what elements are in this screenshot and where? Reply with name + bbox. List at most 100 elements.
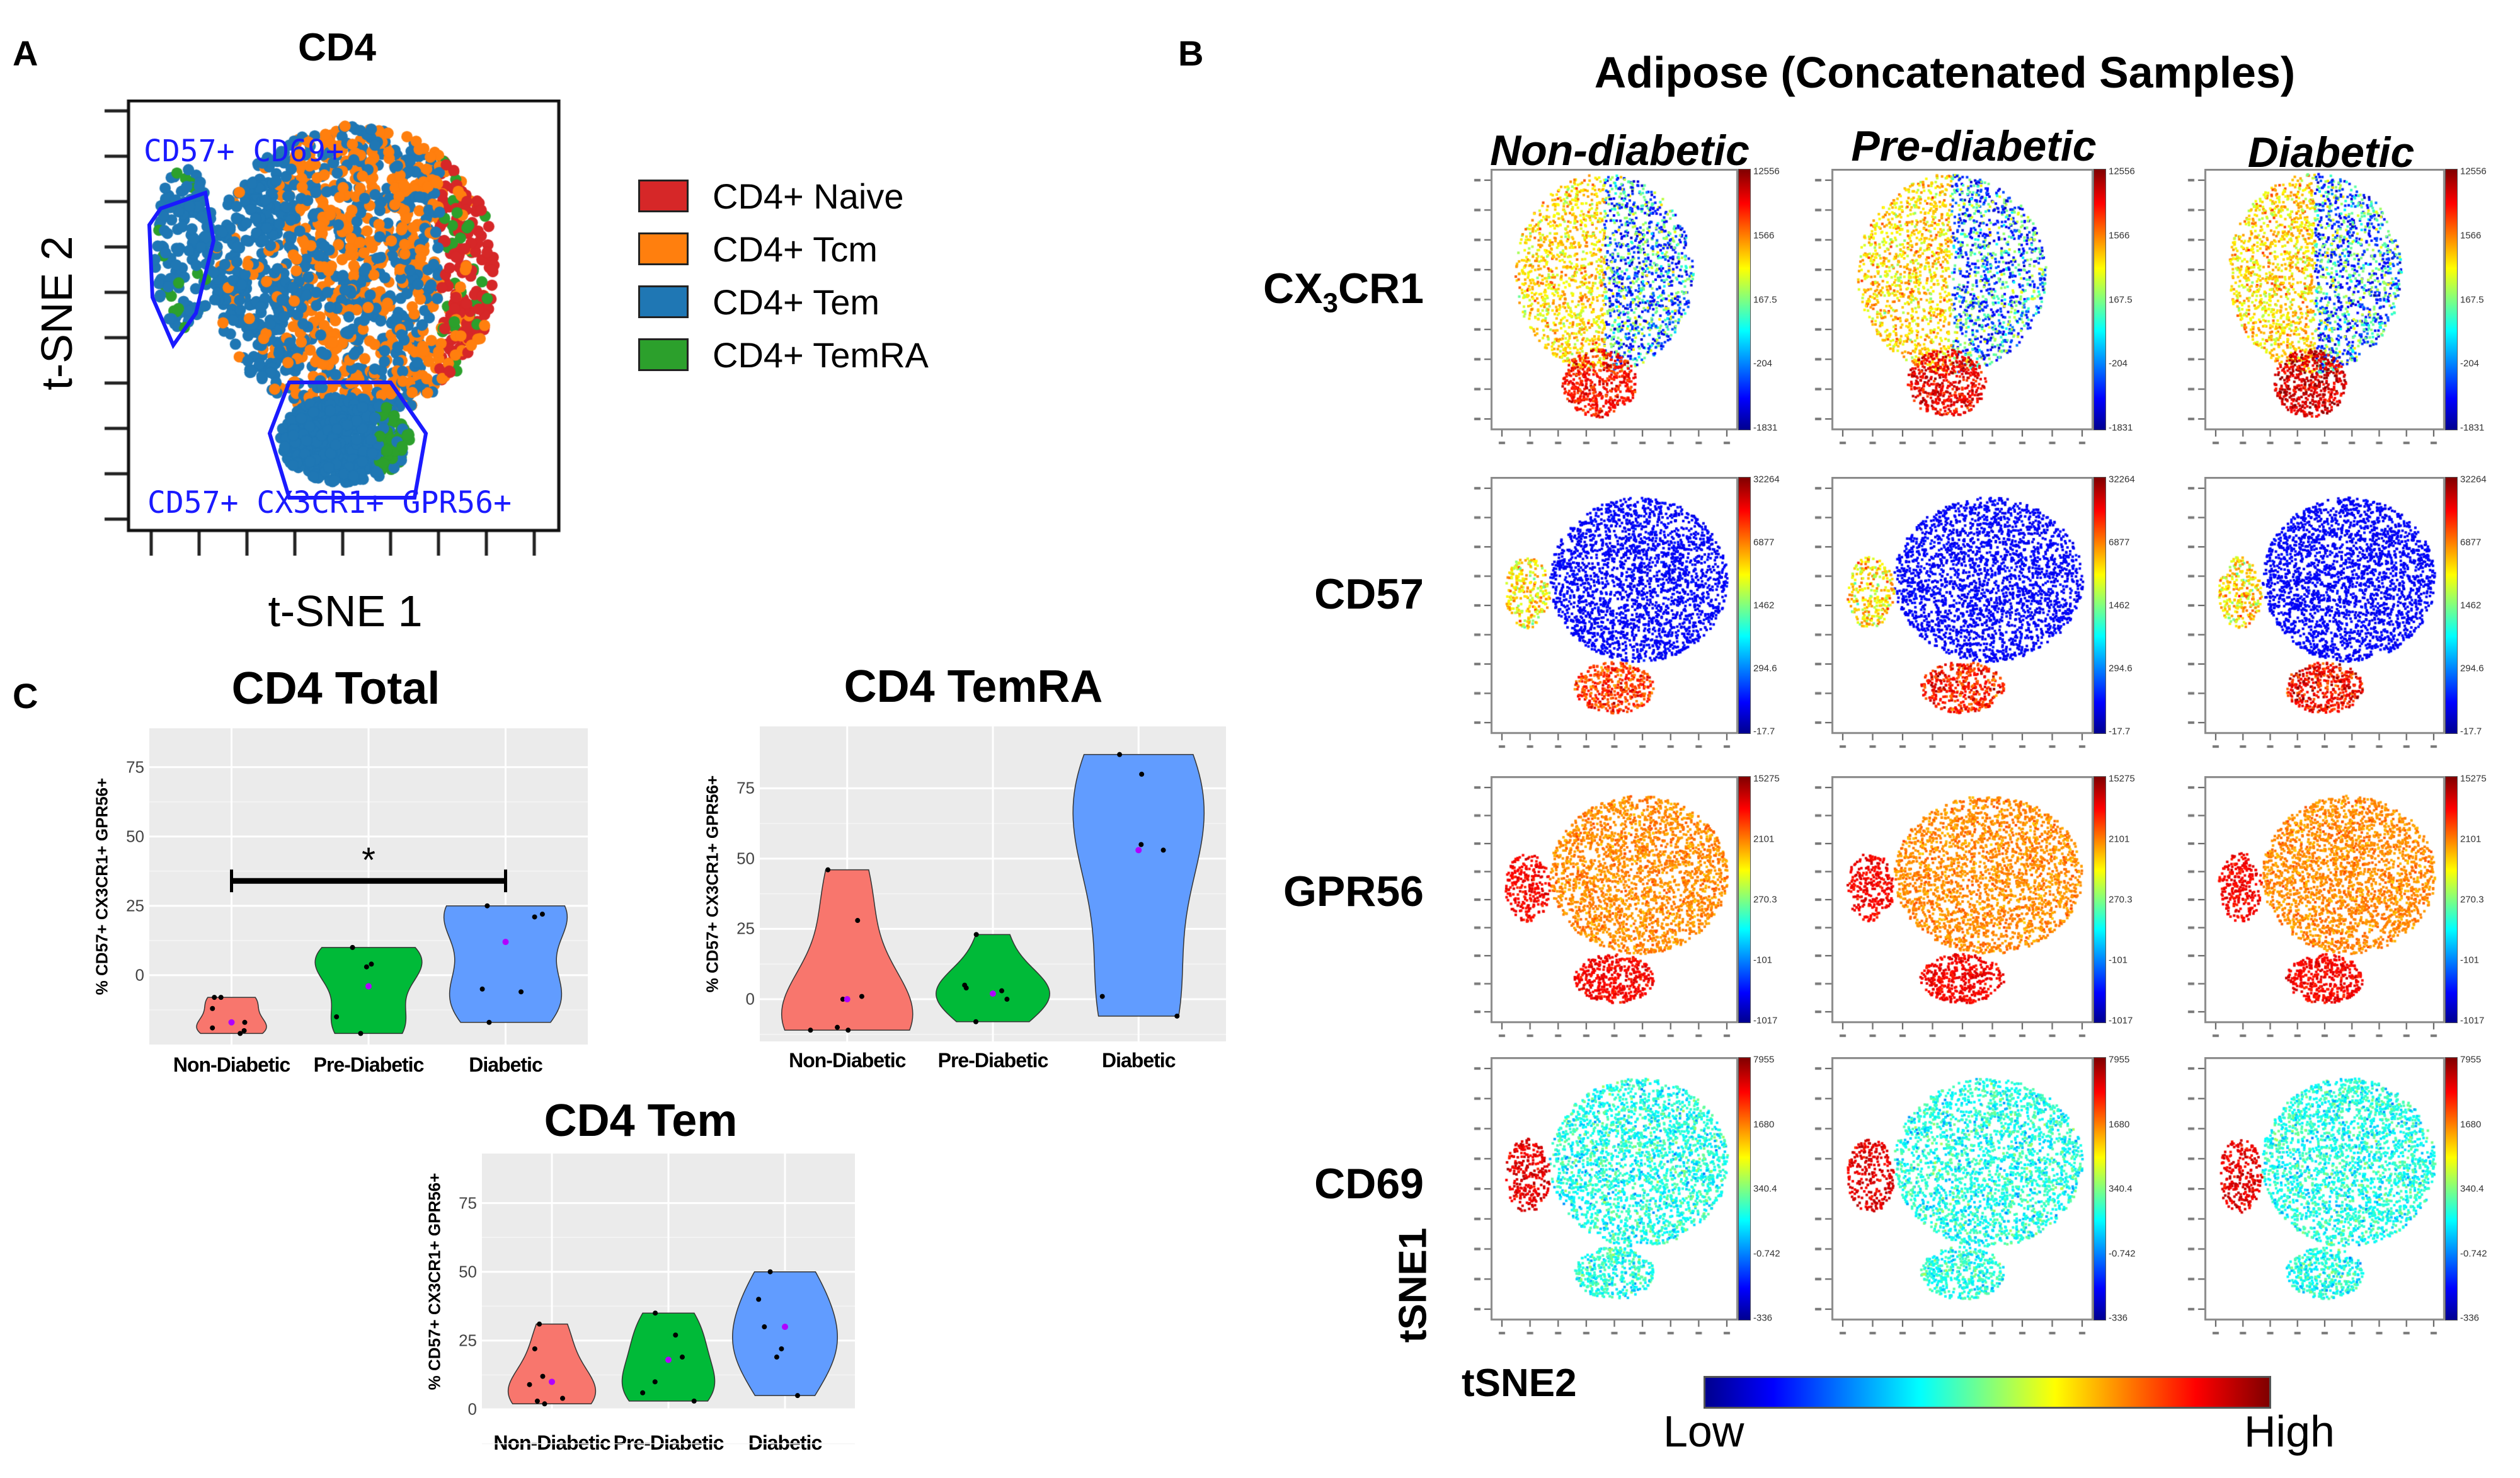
colorbar-tick-label: -17.7: [1753, 726, 1775, 737]
x-category-label: Pre-Diabetic: [937, 1049, 1049, 1072]
data-point: [1004, 997, 1010, 1002]
violin-pre-diabetic: [936, 934, 1050, 1023]
mean-point: [365, 983, 372, 990]
x-category-label: Pre-Diabetic: [313, 1053, 425, 1076]
tsne-map-cx3cr1-non-diabetic: 12556 1566 167.5 -204 -1831: [1465, 166, 1843, 465]
colorbar-tick-label: 167.5: [1753, 294, 1777, 305]
y-tick-label: 75: [736, 778, 755, 798]
data-point: [238, 1031, 243, 1036]
tsne-map-cd69-pre-diabetic: 7955 1680 340.4 -0.742 -336: [1806, 1055, 2184, 1353]
data-point: [794, 1393, 800, 1399]
data-point: [358, 1031, 364, 1036]
colorbar-tick-label: 6877: [2109, 537, 2130, 548]
colorbar-tick-label: -1017: [2460, 1015, 2485, 1026]
panel-b-xlabel: tSNE2: [1462, 1361, 1577, 1405]
colorbar-tick-label: 294.6: [2460, 663, 2484, 674]
data-point: [369, 961, 374, 967]
tsne-map-cx3cr1-pre-diabetic: 12556 1566 167.5 -204 -1831: [1806, 166, 2184, 465]
colorbar-tick-label: 7955: [1753, 1054, 1775, 1065]
legend-swatch: [638, 285, 689, 318]
violin-chart-title: CD4 TemRA: [844, 662, 1103, 712]
colorbar-tick-label: 2101: [1753, 834, 1775, 845]
data-point: [527, 1382, 532, 1387]
tsne-map-gpr56-pre-diabetic: 15275 2101 270.3 -101 -1017: [1806, 774, 2184, 1072]
mean-point: [665, 1356, 672, 1363]
panel-a-gates: [147, 190, 428, 500]
mean-point: [990, 990, 996, 997]
data-point: [334, 1014, 340, 1019]
violin-diabetic: [1072, 753, 1205, 1017]
data-point: [1099, 994, 1105, 999]
x-category-label: Pre-Diabetic: [613, 1431, 724, 1454]
colorbar-tick-label: -0.742: [2109, 1248, 2136, 1259]
colorbar-tick-label: -1831: [1753, 422, 1778, 433]
panel-a-letter: A: [13, 33, 38, 73]
colorbar-tick-label: -336: [1753, 1312, 1773, 1324]
panel-a-xlabel: t-SNE 1: [268, 587, 423, 636]
gate-label-cd57-cd69: CD57+ CD69+: [144, 134, 344, 169]
data-point: [1174, 1013, 1180, 1019]
legend-item: CD4+ Tcm: [638, 227, 929, 271]
data-point: [486, 1019, 492, 1025]
row-label-cd69: CD69: [1172, 1159, 1424, 1215]
data-point: [808, 1028, 813, 1033]
tsne-map-gpr56-non-diabetic: 15275 2101 270.3 -101 -1017: [1465, 774, 1843, 1072]
colorbar-tick-label: 1680: [2460, 1119, 2482, 1130]
y-tick-label: 25: [126, 896, 144, 915]
violin-diabetic: [443, 905, 568, 1023]
colorbar-tick-label: 2101: [2109, 834, 2130, 845]
data-point: [840, 997, 845, 1002]
row-label-cx3cr1: CX3CR1: [1172, 264, 1424, 319]
colorbar: [2093, 776, 2106, 1023]
row-label-cd57: CD57: [1172, 570, 1424, 625]
colorbar-tick-label: 167.5: [2460, 294, 2484, 305]
y-tick-label: 50: [736, 849, 755, 868]
colorbar-tick-label: -336: [2109, 1312, 2128, 1324]
scale-high-label: High: [2244, 1407, 2335, 1456]
violin-plot-svg: [482, 1154, 855, 1445]
legend-label: CD4+ TemRA: [713, 335, 929, 375]
panel-a-ylabel: t-SNE 2: [32, 236, 81, 391]
column-header: Non-diabetic: [1490, 127, 1750, 175]
colorbar: [2445, 776, 2458, 1023]
tsne-map-cd57-pre-diabetic: 32264 6877 1462 294.6 -17.7: [1806, 474, 2184, 773]
tsne-map-points: [1465, 1057, 1751, 1352]
data-point: [653, 1310, 658, 1316]
data-point: [779, 1346, 784, 1351]
data-point: [1139, 771, 1145, 777]
colormap-scale-bar: [1704, 1376, 2271, 1409]
colorbar-tick-label: 340.4: [2460, 1183, 2484, 1194]
y-tick-label: 0: [745, 989, 755, 1009]
colorbar-tick-label: 1566: [2460, 230, 2482, 241]
data-point: [210, 1005, 215, 1011]
colorbar-tick-label: 340.4: [2109, 1183, 2133, 1194]
tsne-map-cd57-diabetic: 32264 6877 1462 294.6 -17.7: [2179, 474, 2520, 773]
x-category-label: Non-Diabetic: [789, 1049, 906, 1072]
panel-b-ylabel: tSNE1: [1391, 1227, 1435, 1343]
colorbar: [1738, 477, 1751, 734]
violin-plot-area: *: [149, 728, 588, 1045]
x-category-label: Diabetic: [748, 1431, 822, 1454]
colorbar-tick-label: -17.7: [2109, 726, 2131, 737]
violin-plot-area: [482, 1154, 855, 1445]
row-label-text: GPR56: [1283, 868, 1424, 915]
violin-chart-title: CD4 Tem: [544, 1096, 738, 1146]
data-point: [210, 1025, 215, 1031]
violin-y-axis-label: % CD57+ CX3CR1+ GPR56+: [92, 777, 112, 995]
colorbar-tick-label: -336: [2460, 1312, 2480, 1324]
tsne-map-points: [1806, 1057, 2106, 1352]
tsne-map-points: [1806, 477, 2106, 765]
data-point: [350, 944, 355, 950]
tsne-map-gpr56-diabetic: 15275 2101 270.3 -101 -1017: [2179, 774, 2520, 1072]
data-point: [540, 1373, 546, 1379]
violin-diabetic: [731, 1271, 839, 1396]
panel-b-letter: B: [1178, 33, 1204, 73]
y-tick-label: 25: [459, 1331, 477, 1350]
row-label-subscript: 3: [1322, 287, 1338, 319]
data-point: [767, 1269, 773, 1275]
violin-plot-area: [760, 726, 1226, 1041]
colorbar: [2445, 169, 2458, 430]
colorbar-tick-label: 294.6: [1753, 663, 1777, 674]
violin-plot-svg: [760, 726, 1226, 1041]
data-point: [241, 1028, 247, 1033]
